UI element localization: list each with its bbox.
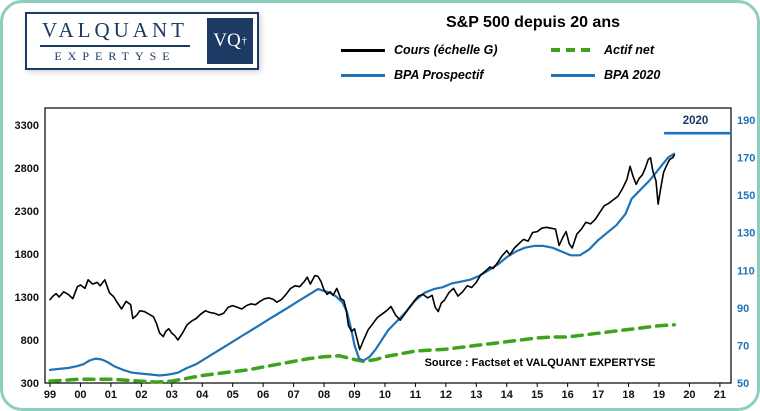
logo-vq-emblem: VQ † — [207, 18, 253, 64]
legend-key-green-dashed-line-icon — [551, 48, 595, 52]
logo-emblem-text: VQ — [213, 30, 241, 51]
x-tick-label: 21 — [714, 389, 726, 401]
legend-item-bpa-prospectif: BPA Prospectif — [341, 68, 541, 82]
x-tick-label: 18 — [622, 389, 634, 401]
legend-key-blue-line2-icon — [551, 73, 595, 77]
x-tick-label: 07 — [287, 389, 299, 401]
series-cours — [49, 154, 676, 351]
x-tick-label: 14 — [501, 389, 514, 401]
legend-key-black-line-icon — [341, 48, 385, 52]
chart-legend: Cours (échelle G) Actif net BPA Prospect… — [341, 43, 751, 82]
x-tick-label: 15 — [531, 389, 543, 401]
right-axis-label: 190 — [737, 115, 755, 127]
legend-label-bpa-prospectif: BPA Prospectif — [394, 68, 484, 82]
x-tick-label: 11 — [410, 389, 422, 401]
source-text: Source : Factset et VALQUANT EXPERTYSE — [425, 357, 656, 369]
x-tick-label: 17 — [592, 389, 604, 401]
legend-label-cours: Cours (échelle G) — [394, 43, 498, 57]
x-tick-label: 05 — [227, 389, 239, 401]
left-axis-label: 1300 — [15, 292, 39, 304]
legend-key-blue-line-icon — [341, 73, 385, 77]
x-tick-label: 01 — [105, 389, 117, 401]
x-tick-label: 00 — [74, 389, 86, 401]
left-axis-label: 1800 — [15, 249, 39, 261]
x-tick-label: 06 — [257, 389, 269, 401]
series-bpa-prospectif — [48, 152, 676, 377]
left-axis-label: 800 — [21, 335, 39, 347]
x-tick-label: 10 — [379, 389, 391, 401]
left-axis-label: 2300 — [15, 206, 39, 218]
right-axis-label: 50 — [737, 378, 749, 390]
x-tick-label: 09 — [348, 389, 360, 401]
right-axis-label: 90 — [737, 303, 749, 315]
right-axis-label: 150 — [737, 190, 755, 202]
x-tick-label: 02 — [135, 389, 147, 401]
right-axis-label: 110 — [737, 265, 755, 277]
chart-title: S&P 500 depuis 20 ans — [445, 14, 620, 31]
right-axis-label: 170 — [737, 153, 755, 165]
valquant-logo: VALQUANT EXPERTYSE VQ † — [25, 12, 259, 70]
x-tick-label: 04 — [196, 389, 209, 401]
x-tick-label: 12 — [440, 389, 452, 401]
logo-emblem-dagger: † — [241, 35, 247, 47]
left-axis-label: 2800 — [15, 163, 39, 175]
x-tick-label: 19 — [653, 389, 665, 401]
x-tick-label: 08 — [318, 389, 330, 401]
x-tick-label: 99 — [44, 389, 56, 401]
right-axis-label: 70 — [737, 340, 749, 352]
legend-label-bpa-2020: BPA 2020 — [604, 68, 661, 82]
legend-item-cours: Cours (échelle G) — [341, 43, 541, 57]
logo-subname: EXPERTYSE — [54, 49, 176, 63]
plot-border — [44, 107, 732, 384]
legend-item-actif-net: Actif net — [551, 43, 751, 57]
legend-label-actif-net: Actif net — [604, 43, 654, 57]
annotation-2020-label: 2020 — [683, 115, 709, 127]
x-tick-label: 03 — [166, 389, 178, 401]
legend-item-bpa-2020: BPA 2020 — [551, 68, 751, 82]
logo-name: VALQUANT — [42, 18, 188, 42]
logo-wordmark: VALQUANT EXPERTYSE — [27, 14, 203, 68]
chart-canvas: 99 00 01 02 03 04 05 06 07 08 09 10 11 12 13 14 15 16 17 18… — [15, 107, 755, 401]
right-axis-label: 130 — [737, 228, 755, 240]
left-axis-label: 300 — [21, 378, 39, 390]
x-tick-label: 20 — [683, 389, 695, 401]
left-axis-label: 3300 — [15, 120, 39, 132]
x-tick-label: 13 — [470, 389, 482, 401]
logo-divider — [40, 45, 190, 47]
x-tick-label: 16 — [562, 389, 574, 401]
